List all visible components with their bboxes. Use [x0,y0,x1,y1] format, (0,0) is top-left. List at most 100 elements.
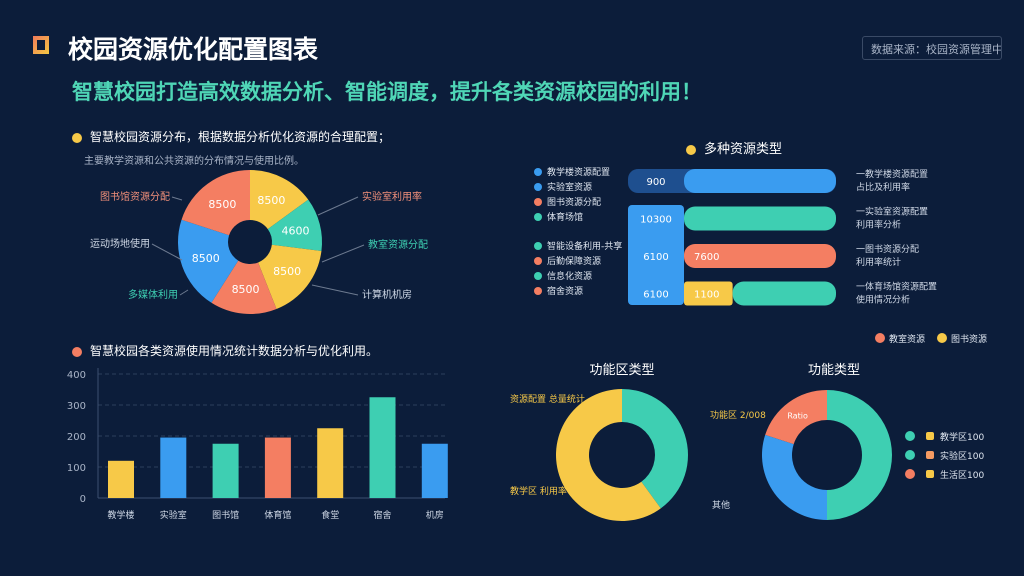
donut-callout: 功能区 2/008 [710,409,766,421]
bar [108,460,134,498]
donut-slice [181,170,250,236]
y-tick-label: 0 [80,494,86,505]
hbar-note: 利用率分析 [856,219,901,231]
legend-dot [534,272,542,280]
donut-slice [250,170,309,230]
slice-label: Ratio [787,412,808,421]
slice-label: 8500 [232,283,260,296]
label-block [628,205,684,305]
callout-line [317,196,359,216]
legend-dot [534,287,542,295]
pie-callout: 运动场地使用 [90,237,150,250]
hbar-label: 900 [646,177,665,188]
hbar-label: 10300 [640,215,672,226]
page-title: 校园资源优化配置图表 [68,35,319,64]
pie-callout: 教室资源分配 [368,238,428,251]
legend-label: 后勤保障资源 [547,255,601,267]
callout-line [179,289,189,296]
section2-heading-text: 多种资源类型 [704,142,783,157]
source-button[interactable]: 数据来源：校园资源管理中心 [862,36,1002,60]
x-tick-label: 图书馆 [212,509,239,521]
donut-slice [622,389,689,509]
legend-label: 体育场馆 [547,211,583,223]
donut-slice [765,390,827,445]
hbar-note: 利用率统计 [856,256,901,268]
bar [160,437,187,498]
legend-label: 宿舍资源 [547,285,583,297]
section3-heading-text: 智慧校园各类资源使用情况统计数据分析与优化利用。 [90,344,379,358]
hbar-segment [684,206,836,231]
x-tick-label: 教学楼 [107,509,134,521]
legend-label: 信息化资源 [547,270,592,282]
pie-callout: 多媒体利用 [128,288,178,301]
y-tick-label: 300 [67,401,86,412]
legend-dot [534,213,542,221]
donut-slice [762,434,827,520]
bullet-icon [686,144,696,155]
donut2-title: 功能类型 [808,363,860,378]
y-tick-label: 100 [67,463,86,474]
bar [264,437,291,498]
hbar-label: 6100 [643,252,668,263]
legend-label: 教室资源 [889,333,925,345]
y-tick-label: 200 [67,432,86,443]
donut-slice [258,244,322,309]
legend-swatch [926,470,934,478]
hbar-segment [684,169,836,193]
legend-dot [905,431,915,441]
y-tick-label: 400 [67,370,86,381]
legend-dot [534,242,542,250]
donut-callout: 资源配置 总量统计 [510,393,585,405]
section1-heading: 智慧校园资源分布，根据数据分析优化资源的合理配置； [72,128,390,145]
legend-label: 教学楼资源配置 [547,166,610,178]
donut-slice [211,260,277,314]
bullet-icon [72,346,82,357]
hbar-note: 使用情况分析 [856,294,910,306]
x-tick-label: 食堂 [321,509,339,521]
legend-dot [534,257,542,265]
callout-line [321,244,365,263]
x-tick-label: 体育馆 [264,509,291,521]
legend-label: 智能设备利用-共享 [547,240,622,252]
slice-label: 4600 [282,224,310,237]
legend-swatch [926,451,934,459]
donut-slice [827,390,892,520]
hbar-note: 占比及利用率 [856,181,910,193]
hbar-label: 6100 [643,290,668,301]
slice-label: 8500 [257,194,285,207]
hbar-segment-label: 1100 [694,290,719,301]
hbar-note: 一教学楼资源配置 [856,168,928,180]
section2-heading: 多种资源类型 [686,138,782,157]
legend-dot [534,168,542,176]
hbar-note: 一图书资源分配 [856,244,919,255]
donut1-title: 功能区类型 [589,363,654,378]
bullet-icon [72,132,82,143]
bar [212,443,239,498]
section3-heading: 智慧校园各类资源使用情况统计数据分析与优化利用。 [72,342,378,359]
callout-line [171,196,183,201]
hbar-segment-label: 7600 [694,252,719,263]
callout-line [151,243,183,261]
hbar-segment [684,244,836,268]
callout-line [311,284,359,296]
hbar-segment [732,281,836,306]
donut-callout: 教学区 利用率 [510,485,567,497]
x-tick-label: 机房 [426,509,444,521]
hbar-note: 一体育场馆资源配置 [856,281,937,293]
pie-callout: 实验室利用率 [362,190,422,203]
donut-slice [177,219,239,303]
bar [421,443,448,498]
page-subtitle: 智慧校园打造高效数据分析、智能调度，提升各类资源校园的利用！ [72,80,702,104]
section1-heading-text: 智慧校园资源分布，根据数据分析优化资源的合理配置； [90,130,391,144]
legend-dot [534,183,542,191]
section1-note: 主要教学资源和公共资源的分布情况与使用比例。 [84,156,304,167]
legend-label: 教学区100 [940,431,984,443]
legend-label: 图书资源分配 [547,197,601,208]
donut-callout: 其他 [712,499,730,511]
legend-dot [905,469,915,479]
logo-icon [33,36,49,54]
legend-label: 实验区100 [940,450,984,462]
x-tick-label: 实验室 [160,509,187,521]
legend-dot [534,198,542,206]
